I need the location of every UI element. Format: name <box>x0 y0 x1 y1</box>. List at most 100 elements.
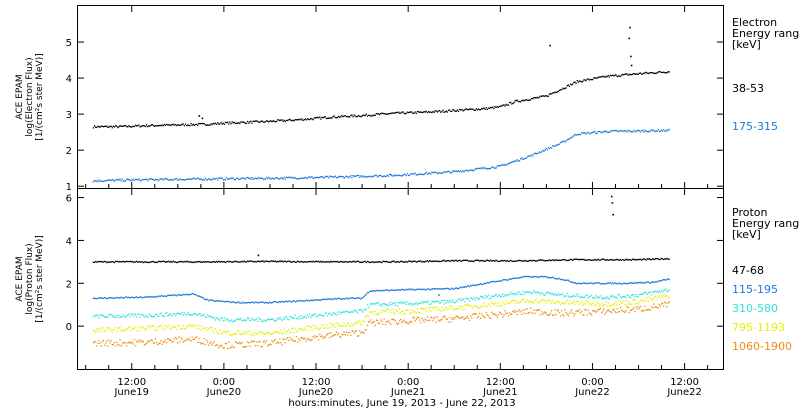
proton-point <box>352 330 354 332</box>
proton-point <box>182 293 184 295</box>
proton-point <box>198 295 200 297</box>
electron-point <box>181 179 183 181</box>
electron-point <box>609 74 612 76</box>
proton-point <box>318 314 320 316</box>
proton-point <box>512 293 514 295</box>
proton-point <box>481 313 483 315</box>
proton-point <box>296 341 299 343</box>
proton-point <box>379 304 381 306</box>
proton-point <box>281 332 283 334</box>
proton-point <box>110 261 112 263</box>
proton-point <box>280 260 282 262</box>
proton-point <box>169 314 171 316</box>
proton-point <box>493 260 495 262</box>
electron-point <box>527 155 529 157</box>
proton-point <box>452 299 454 301</box>
proton-point <box>132 327 134 329</box>
proton-point <box>128 260 130 263</box>
proton-point <box>450 288 452 290</box>
proton-point <box>657 291 659 293</box>
proton-point <box>100 327 102 329</box>
proton-point <box>576 258 578 260</box>
electron-point <box>475 168 477 170</box>
proton-point <box>224 319 227 321</box>
proton-point <box>476 284 478 286</box>
electron-point <box>648 130 650 133</box>
electron-point <box>375 174 377 176</box>
electron-point <box>111 127 113 129</box>
proton-point <box>244 302 247 304</box>
proton-point <box>134 296 137 298</box>
electron-point <box>249 177 251 179</box>
proton-point <box>96 298 98 300</box>
electron-point <box>367 114 370 116</box>
electron-point <box>626 131 628 133</box>
proton-point <box>649 259 652 261</box>
proton-point <box>292 327 294 329</box>
proton-point <box>154 314 157 316</box>
electron-point <box>129 179 131 181</box>
proton-point <box>554 293 556 295</box>
proton-point <box>616 304 618 306</box>
proton-point <box>634 299 636 301</box>
electron-point <box>461 108 463 111</box>
proton-point <box>630 303 633 305</box>
proton-point <box>283 338 285 340</box>
proton-point <box>650 258 653 261</box>
proton-point <box>234 301 237 304</box>
proton-point <box>220 261 222 263</box>
electron-point <box>348 116 350 118</box>
proton-point <box>546 291 548 293</box>
proton-outlier-point <box>257 254 260 257</box>
electron-point <box>478 167 481 170</box>
electron-point <box>415 112 417 115</box>
electron-point <box>578 80 581 82</box>
electron-point <box>223 178 225 181</box>
proton-point <box>343 261 345 263</box>
proton-point <box>234 260 237 262</box>
proton-point <box>359 309 361 311</box>
proton-point <box>302 316 304 318</box>
proton-point <box>501 280 503 282</box>
proton-point <box>122 341 124 343</box>
proton-point <box>430 310 432 312</box>
electron-legend-title-line: [keV] <box>732 38 761 51</box>
proton-point <box>448 299 451 302</box>
proton-point <box>652 290 654 293</box>
proton-point <box>232 261 234 263</box>
proton-point <box>401 260 403 263</box>
proton-point <box>648 282 650 284</box>
proton-point <box>634 310 636 312</box>
electron-point <box>624 73 626 75</box>
electron-point <box>593 131 595 133</box>
electron-point <box>385 175 387 177</box>
electron-point <box>331 176 333 178</box>
proton-point <box>211 344 213 346</box>
proton-point <box>490 305 492 307</box>
proton-point <box>173 261 176 263</box>
electron-point <box>254 120 257 122</box>
proton-point <box>599 307 602 310</box>
proton-point <box>659 305 662 307</box>
proton-point <box>239 302 241 304</box>
proton-point <box>247 332 249 334</box>
proton-point <box>205 327 208 329</box>
electron-point <box>500 105 502 107</box>
electron-point <box>349 175 351 178</box>
proton-point <box>241 342 243 344</box>
proton-legend-entry: 310-580 <box>732 302 778 315</box>
proton-point <box>152 325 154 327</box>
proton-point <box>346 334 349 336</box>
proton-point <box>394 313 396 315</box>
electron-point <box>393 174 395 177</box>
electron-point <box>457 110 460 112</box>
proton-point <box>496 302 498 304</box>
proton-point <box>157 315 159 317</box>
proton-point <box>409 321 411 323</box>
proton-point <box>628 311 630 314</box>
proton-point <box>196 328 198 330</box>
proton-point <box>349 325 351 327</box>
proton-point <box>588 282 591 284</box>
proton-point <box>467 317 470 319</box>
proton-point <box>431 301 433 303</box>
